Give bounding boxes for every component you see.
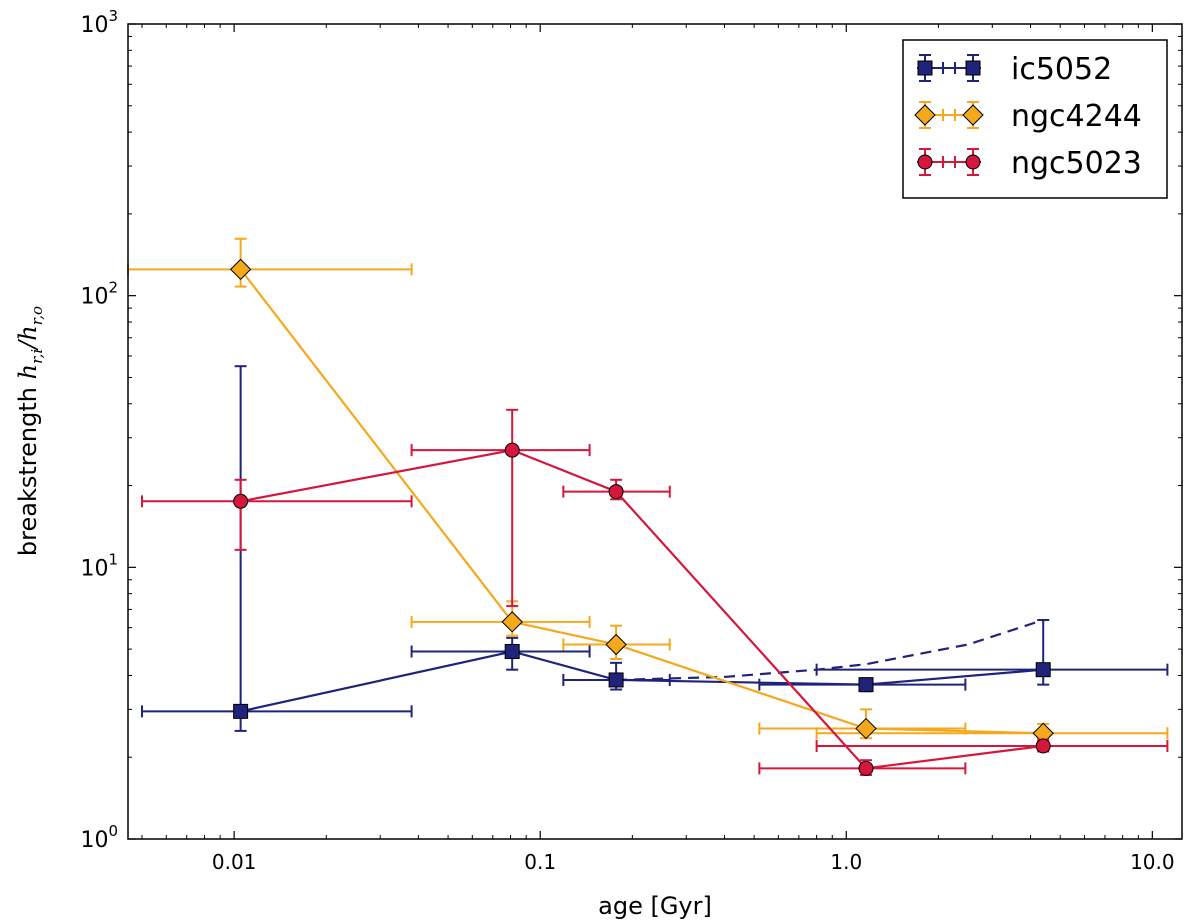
legend-marker <box>917 154 933 170</box>
data-point <box>501 611 523 633</box>
y-axis-label-sub1: r,i <box>28 349 46 364</box>
y-axis-label-h1: h <box>14 364 42 379</box>
legend-marker <box>962 104 984 126</box>
data-point <box>233 493 249 509</box>
legend-item-ngc5023: ngc5023 <box>917 146 1142 181</box>
y-axis-label-prefix: breakstrength <box>14 379 42 556</box>
data-point <box>1035 662 1051 678</box>
y-axis-label-h2: h <box>14 325 42 340</box>
data-point <box>605 633 627 656</box>
data-point <box>608 672 624 688</box>
data-point <box>858 677 874 693</box>
legend-marker <box>917 60 933 76</box>
y-tick-exponent: 2 <box>108 279 118 297</box>
y-axis-label: breakstrength hr,i/hr,o <box>14 306 46 556</box>
series-ic5052 <box>141 365 1169 732</box>
data-point <box>229 258 252 281</box>
x-tick-label: 0.01 <box>212 850 257 874</box>
y-tick-exponent: 3 <box>108 7 118 25</box>
data-point <box>608 484 624 500</box>
x-tick-label: 10.0 <box>1130 850 1175 874</box>
legend-marker <box>965 60 981 76</box>
y-tick-label: 100 <box>80 822 118 853</box>
x-axis-label: age [Gyr] <box>598 892 712 920</box>
y-tick-label: 101 <box>80 550 118 581</box>
y-axis-label-slash: / <box>14 338 42 351</box>
y-tick-exponent: 1 <box>108 550 118 568</box>
x-tick-label: 1.0 <box>830 850 862 874</box>
y-tick-base: 10 <box>80 828 108 853</box>
data-point <box>858 760 874 776</box>
y-axis-label-sub2: r,o <box>28 306 46 325</box>
y-tick-exponent: 0 <box>108 822 118 840</box>
legend-label: ngc5023 <box>1011 146 1142 181</box>
data-point <box>504 442 520 458</box>
plot-frame <box>127 23 1183 840</box>
plot-content <box>127 237 1169 777</box>
data-point <box>1035 738 1051 754</box>
legend-box <box>902 39 1168 199</box>
series-ngc4244 <box>127 237 1169 744</box>
legend-label: ngc4244 <box>1011 99 1142 134</box>
y-tick-base: 10 <box>80 556 108 581</box>
legend-marker <box>914 104 936 126</box>
legend-item-ic5052: ic5052 <box>917 52 1112 87</box>
y-tick-base: 10 <box>80 285 108 310</box>
data-point <box>504 643 520 659</box>
data-point <box>855 717 877 740</box>
legend-item-ngc4244: ngc4244 <box>914 99 1142 134</box>
series-ngc5023 <box>141 408 1169 777</box>
x-tick-label: 0.1 <box>524 850 556 874</box>
y-tick-label: 102 <box>80 279 118 310</box>
legend: ic5052 ngc4244 ngc5023 <box>902 39 1168 199</box>
y-tick-base: 10 <box>80 13 108 38</box>
data-point <box>233 703 249 719</box>
y-tick-label: 103 <box>80 7 118 38</box>
series-dashed-line <box>616 618 1044 682</box>
legend-marker <box>965 154 981 170</box>
legend-label: ic5052 <box>1011 52 1112 87</box>
